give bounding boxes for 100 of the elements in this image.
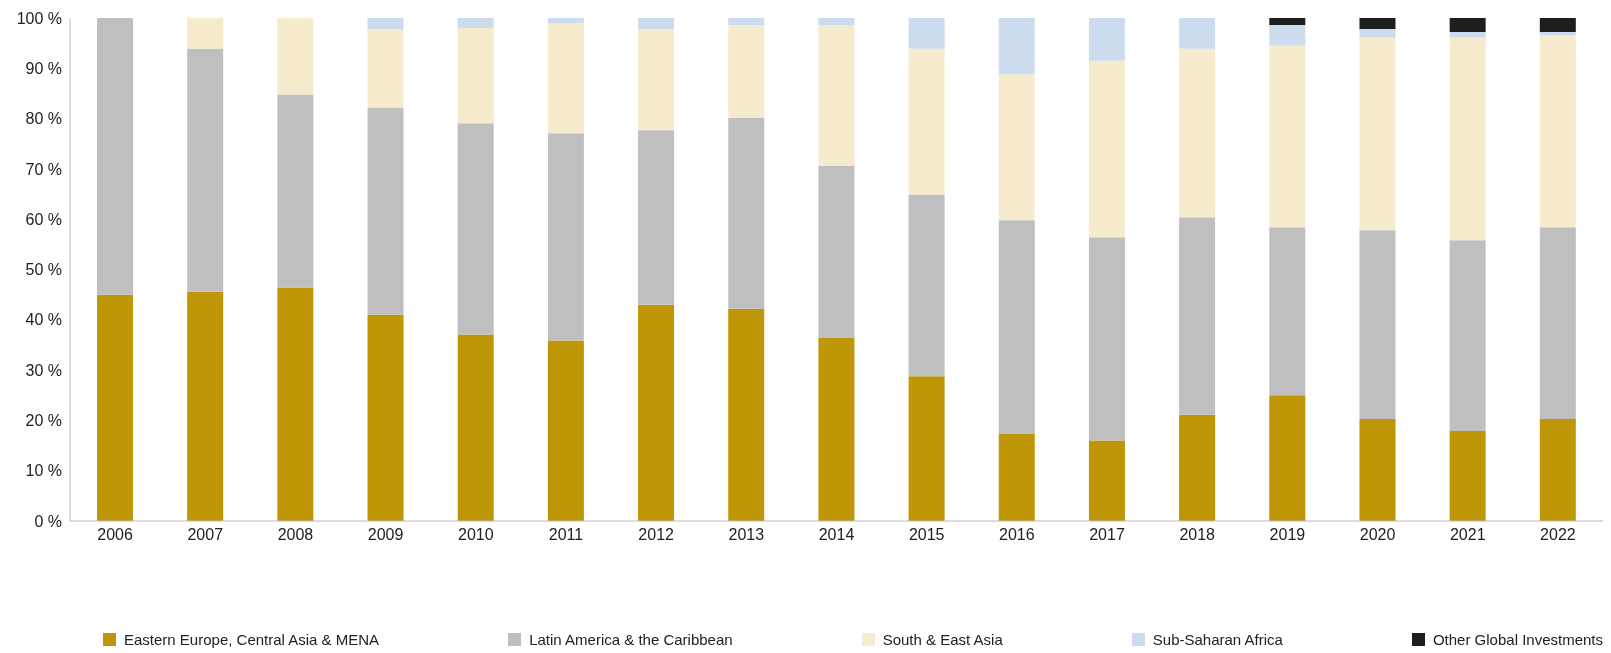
- bar: [908, 194, 945, 377]
- bar: [547, 23, 584, 134]
- bar: [457, 18, 494, 29]
- bar: [457, 334, 494, 521]
- y-tick-label: 30 %: [25, 361, 62, 379]
- bar: [1269, 45, 1306, 228]
- bar: [187, 48, 224, 292]
- bar: [547, 18, 584, 24]
- y-tick-label: 20 %: [25, 412, 62, 430]
- bar: [97, 18, 133, 295]
- legend-label: Eastern Europe, Central Asia & MENA: [123, 631, 380, 648]
- bar: [1449, 240, 1486, 431]
- x-tick-label: 2006: [97, 526, 133, 544]
- bar: [818, 18, 855, 26]
- bar: [728, 308, 765, 521]
- bar: [998, 18, 1035, 75]
- bar: [1269, 25, 1306, 46]
- bar: [547, 340, 584, 521]
- bar: [277, 94, 314, 288]
- bar: [367, 107, 404, 315]
- bar: [367, 314, 404, 521]
- bar: [818, 165, 855, 338]
- x-tick-label: 2010: [458, 526, 494, 544]
- x-tick-label: 2009: [367, 526, 404, 544]
- bar: [1088, 60, 1125, 238]
- bar: [1179, 48, 1216, 218]
- bar: [638, 18, 675, 30]
- bar: [728, 118, 765, 309]
- bar: [908, 376, 945, 521]
- bar: [1359, 18, 1396, 30]
- bar: [1539, 418, 1576, 521]
- bar: [818, 337, 855, 521]
- legend-label: Latin America & the Caribbean: [528, 631, 733, 648]
- x-tick-label: 2022: [1540, 526, 1576, 544]
- bar: [1359, 418, 1396, 521]
- bar: [728, 25, 765, 119]
- bar: [277, 18, 314, 95]
- y-tick-label: 60 %: [25, 210, 62, 228]
- bar: [1359, 230, 1396, 419]
- bar: [1088, 18, 1125, 61]
- x-tick-label: 2012: [638, 526, 675, 544]
- x-tick-label: 2019: [1269, 526, 1306, 544]
- bar: [187, 18, 224, 49]
- bar: [638, 304, 675, 521]
- x-tick-label: 2014: [818, 526, 855, 544]
- y-tick-label: 40 %: [25, 311, 62, 329]
- bar: [998, 220, 1035, 434]
- legend-label: Other Global Investments: [1431, 631, 1603, 648]
- bar: [638, 29, 675, 131]
- x-tick-label: 2017: [1089, 526, 1125, 544]
- x-tick-label: 2016: [999, 526, 1035, 544]
- bar: [1359, 29, 1396, 38]
- bar: [1449, 37, 1486, 241]
- y-tick-label: 50 %: [25, 261, 62, 279]
- x-tick-label: 2015: [908, 526, 945, 544]
- y-tick-label: 100 %: [16, 9, 62, 27]
- bar: [97, 294, 133, 521]
- bar: [818, 25, 855, 166]
- bar: [1269, 18, 1306, 26]
- bar: [908, 18, 945, 49]
- bar: [998, 433, 1035, 521]
- x-tick-label: 2013: [728, 526, 765, 544]
- y-tick-label: 80 %: [25, 110, 62, 128]
- bar: [1539, 18, 1576, 33]
- x-tick-label: 2011: [548, 526, 584, 544]
- bar: [1359, 37, 1396, 231]
- bar: [1179, 217, 1216, 415]
- bar: [1088, 237, 1125, 441]
- bar: [1449, 32, 1486, 38]
- bar: [1539, 35, 1576, 228]
- bar: [1179, 18, 1216, 49]
- x-tick-label: 2018: [1179, 526, 1216, 544]
- bar: [277, 287, 314, 521]
- bar: [1088, 440, 1125, 521]
- y-tick-label: 0 %: [34, 512, 62, 530]
- bar: [638, 130, 675, 305]
- bar: [1539, 227, 1576, 419]
- bar: [187, 291, 224, 521]
- y-tick-label: 90 %: [25, 59, 62, 77]
- x-tick-label: 2007: [187, 526, 224, 544]
- bar: [547, 133, 584, 341]
- bar: [1179, 414, 1216, 521]
- bar: [457, 28, 494, 124]
- bar: [908, 48, 945, 195]
- bar: [1449, 430, 1486, 521]
- y-tick-label: 10 %: [25, 462, 62, 480]
- legend-label: Sub-Saharan Africa: [1151, 631, 1283, 648]
- x-tick-label: 2020: [1359, 526, 1396, 544]
- bar: [1269, 227, 1306, 396]
- x-tick-label: 2008: [277, 526, 314, 544]
- bar: [1539, 32, 1576, 36]
- bar: [367, 29, 404, 108]
- y-tick-label: 70 %: [25, 160, 62, 178]
- bar: [998, 74, 1035, 221]
- bar: [1269, 395, 1306, 521]
- bar: [457, 123, 494, 335]
- bar: [367, 18, 404, 30]
- legend-label: South & East Asia: [881, 631, 1003, 648]
- x-tick-label: 2021: [1449, 526, 1486, 544]
- bar: [728, 18, 765, 26]
